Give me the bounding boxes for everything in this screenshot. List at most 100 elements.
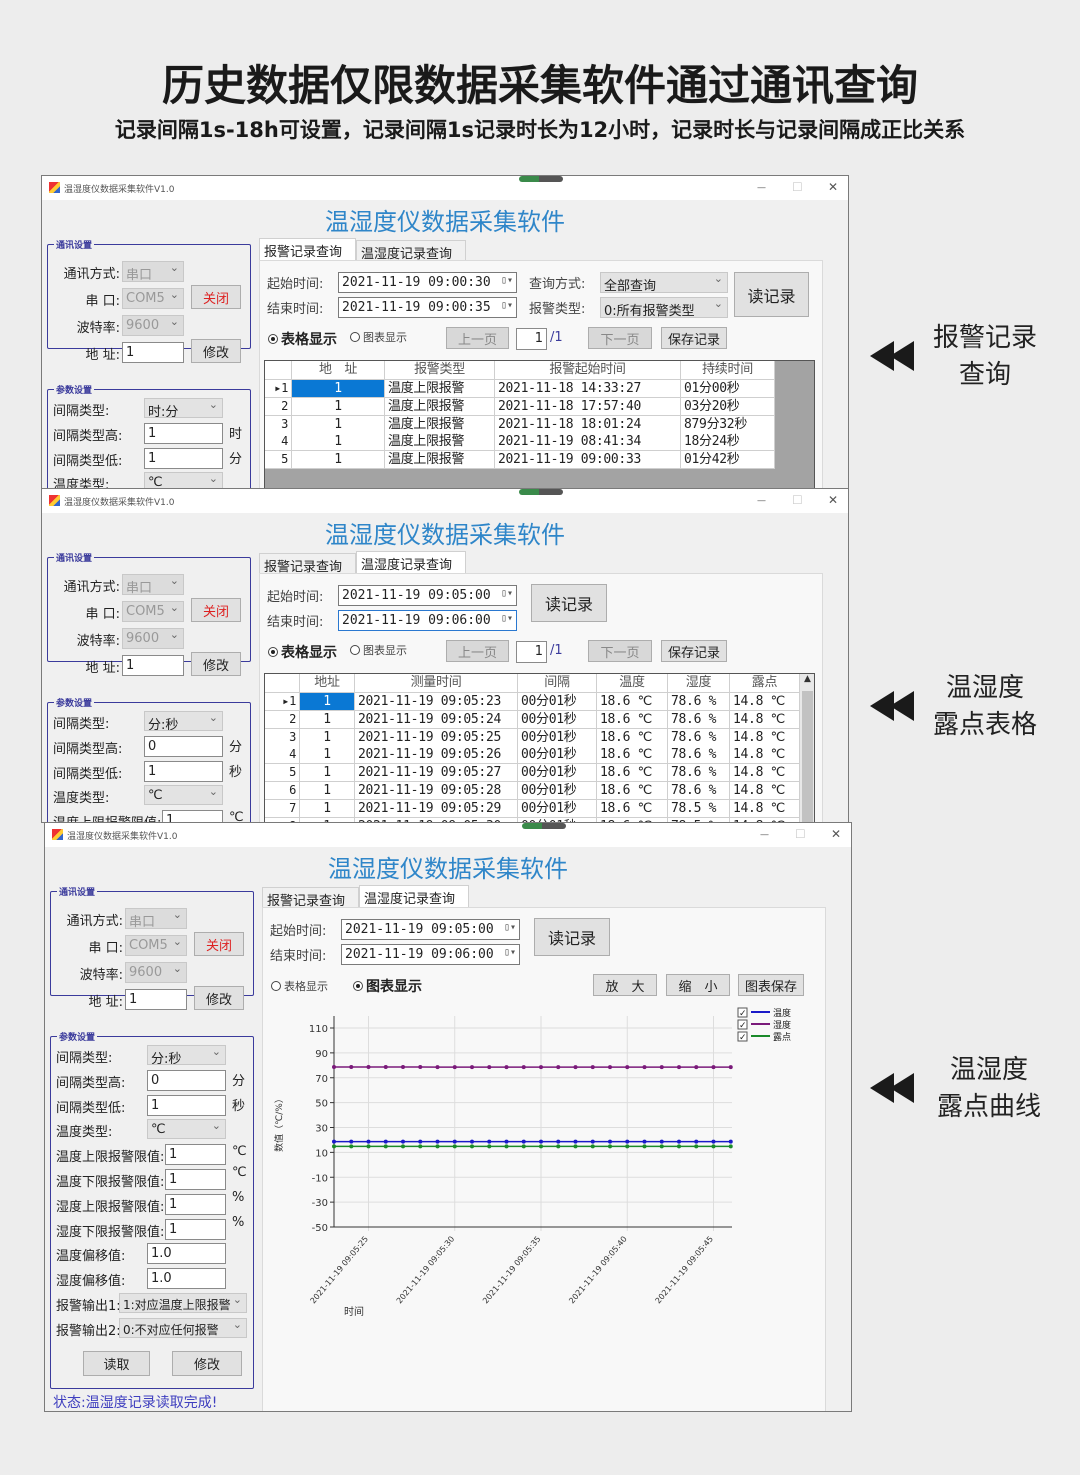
chart-view-radio[interactable]: 图表显示	[350, 329, 407, 345]
row-header[interactable]: ▸1	[265, 380, 292, 398]
table-cell[interactable]: 14.8 ℃	[730, 746, 800, 765]
end-time-picker[interactable]: 2021-11-19 09:06:00	[341, 944, 520, 965]
comm-mode-select[interactable]: 串口	[122, 574, 184, 595]
baud-select[interactable]: 9600	[122, 315, 184, 336]
close-port-button[interactable]: 关闭	[194, 932, 244, 956]
table-cell[interactable]: 2021-11-19 09:05:26	[355, 746, 518, 765]
param-input[interactable]: 1	[144, 760, 223, 782]
start-time-picker[interactable]: 2021-11-19 09:05:00	[341, 919, 520, 940]
table-cell[interactable]: 14.8 ℃	[730, 710, 800, 729]
column-header[interactable]: 温度	[597, 674, 668, 693]
minimize-button[interactable]: —	[760, 830, 769, 840]
table-cell[interactable]: 2021-11-19 09:05:30	[355, 817, 518, 822]
table-cell[interactable]: 2021-11-19 09:05:29	[355, 799, 518, 818]
table-cell[interactable]: 14.8 ℃	[730, 728, 800, 747]
table-cell[interactable]: 78.6 %	[668, 728, 730, 747]
maximize-button[interactable]: ☐	[792, 493, 803, 507]
table-cell[interactable]: 1	[300, 782, 355, 800]
table-cell[interactable]: 2021-11-19 08:41:34	[495, 433, 681, 452]
table-cell[interactable]: 2021-11-19 09:05:23	[355, 693, 518, 711]
alarm-type-select[interactable]: 0:所有报警类型	[600, 297, 728, 318]
column-header[interactable]: 报警类型	[385, 361, 495, 380]
table-cell[interactable]: 1	[300, 764, 355, 783]
port-select[interactable]: COM5	[122, 601, 184, 622]
row-header[interactable]: 2	[265, 710, 300, 729]
table-cell[interactable]: 14.8 ℃	[730, 817, 800, 822]
tab-th-records[interactable]: 温湿度记录查询	[356, 551, 466, 573]
row-header[interactable]: 5	[265, 451, 292, 470]
minimize-button[interactable]: —	[757, 496, 766, 506]
tab-alarm-records[interactable]: 报警记录查询	[262, 887, 359, 909]
drag-handle[interactable]	[522, 823, 566, 829]
param-input[interactable]: 1	[144, 447, 223, 469]
row-header[interactable]: 3	[265, 415, 292, 434]
table-cell[interactable]: 1	[300, 710, 355, 729]
table-cell[interactable]: 00分01秒	[518, 728, 597, 747]
query-method-select[interactable]: 全部查询	[600, 272, 728, 293]
close-port-button[interactable]: 关闭	[191, 285, 241, 309]
end-time-picker[interactable]: 2021-11-19 09:00:35	[338, 297, 517, 318]
param-input[interactable]: 1	[165, 1218, 226, 1240]
close-port-button[interactable]: 关闭	[191, 598, 241, 622]
modify-address-button[interactable]: 修改	[191, 339, 241, 363]
comm-mode-select[interactable]: 串口	[125, 908, 187, 929]
table-cell[interactable]: 18.6 ℃	[597, 728, 668, 747]
row-header[interactable]: 3	[265, 728, 300, 747]
param-input[interactable]: 0	[144, 735, 223, 757]
table-cell[interactable]: 18分24秒	[681, 433, 775, 452]
table-cell[interactable]: 78.5 %	[668, 817, 730, 822]
row-header[interactable]: ▸1	[265, 693, 300, 711]
table-cell[interactable]: 78.6 %	[668, 710, 730, 729]
table-cell[interactable]: 1	[292, 397, 385, 416]
table-cell[interactable]: 2021-11-19 09:05:24	[355, 710, 518, 729]
table-row[interactable]: 4 1 温度上限报警 2021-11-19 08:41:34 18分24秒	[265, 433, 775, 452]
drag-handle[interactable]	[519, 489, 563, 495]
address-input[interactable]: 1	[125, 989, 187, 1010]
table-row[interactable]: 7 1 2021-11-19 09:05:29 00分01秒 18.6 ℃ 78.5 % 1…	[265, 799, 800, 818]
maximize-button[interactable]: ☐	[792, 180, 803, 194]
table-view-radio[interactable]: 表格显示	[268, 329, 337, 349]
save-records-button[interactable]: 保存记录	[661, 327, 727, 349]
row-header[interactable]: 2	[265, 397, 292, 416]
table-row[interactable]: ▸1 1 温度上限报警 2021-11-18 14:33:27 01分00秒	[265, 380, 775, 398]
table-cell[interactable]: 2021-11-19 09:05:28	[355, 782, 518, 800]
tab-th-records[interactable]: 温湿度记录查询	[359, 885, 469, 907]
table-cell[interactable]: 1	[292, 380, 385, 398]
param-input[interactable]: 1	[162, 810, 223, 822]
row-header[interactable]: 4	[265, 746, 300, 765]
table-cell[interactable]: 2021-11-18 17:57:40	[495, 397, 681, 416]
table-cell[interactable]: 18.6 ℃	[597, 746, 668, 765]
table-cell[interactable]: 温度上限报警	[385, 415, 495, 434]
baud-select[interactable]: 9600	[125, 962, 187, 983]
close-button[interactable]: ✕	[831, 827, 842, 841]
column-header[interactable]: 地址	[300, 674, 355, 693]
row-header[interactable]: 8	[265, 817, 300, 822]
table-row[interactable]: 812021-11-19 09:05:3000分01秒18.6 ℃78.5 %1…	[265, 817, 800, 822]
table-cell[interactable]: 温度上限报警	[385, 433, 495, 452]
close-button[interactable]: ✕	[828, 180, 839, 194]
table-cell[interactable]: 2021-11-19 09:00:33	[495, 451, 681, 470]
temp-unit-select[interactable]: ℃	[147, 1119, 226, 1140]
table-row[interactable]: 2 1 温度上限报警 2021-11-18 17:57:40 03分20秒	[265, 397, 775, 416]
column-header[interactable]: 测量时间	[355, 674, 518, 693]
column-header[interactable]: 露点	[730, 674, 800, 693]
param-input[interactable]: 1	[165, 1144, 226, 1166]
table-cell[interactable]: 1	[300, 746, 355, 765]
table-cell[interactable]: 18.6 ℃	[597, 764, 668, 783]
param-input[interactable]: 1	[147, 1094, 226, 1116]
tab-alarm-records[interactable]: 报警记录查询	[259, 553, 356, 575]
table-cell[interactable]: 温度上限报警	[385, 451, 495, 470]
next-page-button[interactable]: 下一页	[588, 640, 652, 662]
read-records-button[interactable]: 读记录	[531, 584, 607, 622]
chart-view-radio[interactable]: 图表显示	[353, 976, 422, 996]
temp-unit-select[interactable]: ℃	[144, 785, 223, 806]
table-cell[interactable]: 03分20秒	[681, 397, 775, 416]
table-row[interactable]: 3 1 2021-11-19 09:05:25 00分01秒 18.6 ℃ 78.6 % 1…	[265, 728, 800, 747]
address-input[interactable]: 1	[122, 655, 184, 676]
table-cell[interactable]: 1	[300, 799, 355, 818]
zoom-out-button[interactable]: 缩 小	[666, 974, 730, 996]
param-input[interactable]: 1.0	[147, 1243, 226, 1265]
column-header[interactable]: 湿度	[668, 674, 730, 693]
table-cell[interactable]: 1	[292, 451, 385, 470]
table-cell[interactable]: 01分42秒	[681, 451, 775, 470]
